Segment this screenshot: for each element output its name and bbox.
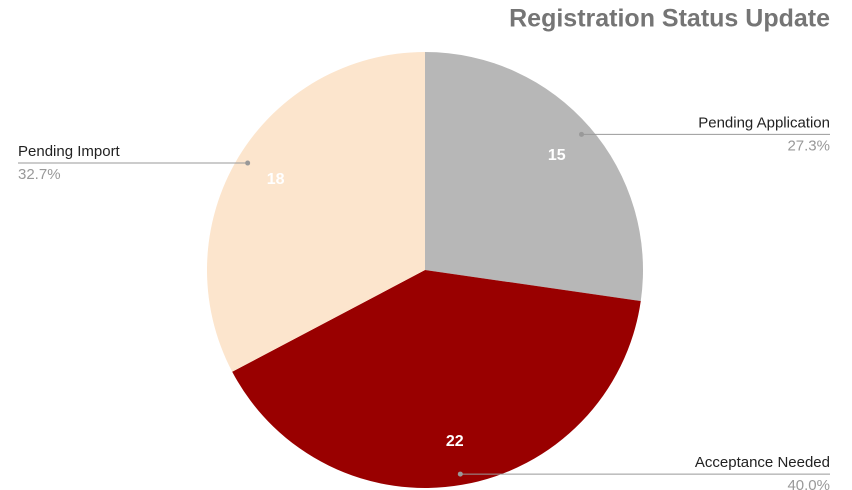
leader-dot xyxy=(457,471,463,477)
leader-dot xyxy=(245,160,251,166)
value-label: 15 xyxy=(548,147,566,164)
category-label: Pending Import xyxy=(18,143,121,160)
percent-label: 40.0% xyxy=(787,477,830,490)
percent-label: 32.7% xyxy=(18,166,61,183)
pie-slice xyxy=(232,270,641,488)
category-label: Pending Application xyxy=(698,114,830,131)
percent-label: 27.3% xyxy=(787,137,830,154)
category-label: Acceptance Needed xyxy=(695,454,830,471)
leader-dot xyxy=(579,131,585,137)
chart-title: Registration Status Update xyxy=(509,5,830,33)
pie-slice xyxy=(206,52,425,372)
value-label: 18 xyxy=(267,171,285,188)
value-label: 22 xyxy=(446,433,464,450)
pie-slice xyxy=(425,52,643,302)
